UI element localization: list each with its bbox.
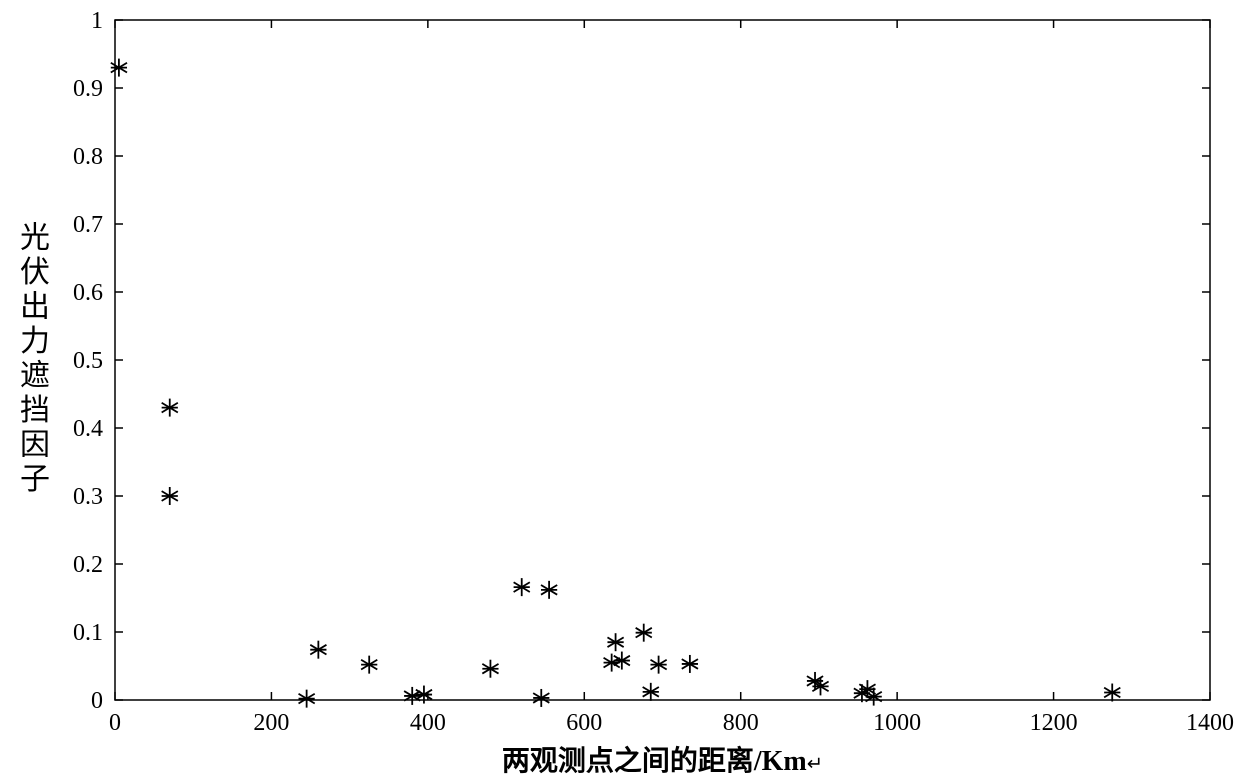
scatter-marker xyxy=(541,581,557,599)
scatter-layer xyxy=(111,59,1121,708)
y-axis-label-char: 遮 xyxy=(20,360,50,393)
ytick-label: 0.3 xyxy=(73,484,103,510)
y-axis-label-char: 力 xyxy=(20,325,50,358)
xtick-label: 1000 xyxy=(873,710,921,736)
scatter-marker xyxy=(162,487,178,505)
scatter-marker xyxy=(607,633,623,651)
ytick-label: 0.5 xyxy=(73,348,103,374)
scatter-marker xyxy=(162,399,178,417)
ytick-label: 0.7 xyxy=(73,212,103,238)
scatter-marker xyxy=(111,59,127,77)
ytick-label: 0.9 xyxy=(73,76,103,102)
x-axis-label: 两观测点之间的距离/Km↵ xyxy=(502,744,823,777)
ytick-label: 1 xyxy=(91,8,103,34)
xtick-label: 200 xyxy=(253,710,289,736)
scatter-marker xyxy=(1104,684,1120,702)
y-axis-label-char: 挡 xyxy=(20,394,50,427)
scatter-marker xyxy=(533,689,549,707)
y-axis-label-char: 出 xyxy=(20,291,50,324)
xtick-label: 1200 xyxy=(1030,710,1078,736)
xtick-label: 400 xyxy=(410,710,446,736)
scatter-marker xyxy=(416,686,432,704)
scatter-marker xyxy=(643,683,659,701)
y-axis-label-char: 子 xyxy=(20,463,50,496)
xtick-label: 800 xyxy=(723,710,759,736)
xtick-label: 0 xyxy=(109,710,121,736)
scatter-marker xyxy=(482,660,498,678)
scatter-marker xyxy=(404,687,420,705)
scatter-marker xyxy=(299,690,315,708)
xtick-label: 600 xyxy=(566,710,602,736)
scatter-marker xyxy=(682,655,698,673)
scatter-marker xyxy=(650,656,666,674)
ytick-label: 0.2 xyxy=(73,552,103,578)
y-axis-label-char: 因 xyxy=(20,429,50,462)
ytick-label: 0.6 xyxy=(73,280,103,306)
xtick-label: 1400 xyxy=(1186,710,1234,736)
ytick-label: 0.1 xyxy=(73,620,103,646)
ytick-label: 0.8 xyxy=(73,144,103,170)
scatter-marker xyxy=(361,656,377,674)
scatter-marker xyxy=(310,641,326,659)
y-axis-label-char: 光 xyxy=(20,222,50,255)
scatter-marker xyxy=(614,652,630,670)
scatter-marker xyxy=(636,624,652,642)
plot-box xyxy=(115,20,1210,700)
scatter-marker xyxy=(514,578,530,596)
ytick-label: 0 xyxy=(91,688,103,714)
y-axis-label-char: 伏 xyxy=(20,256,50,289)
ytick-label: 0.4 xyxy=(73,416,103,442)
